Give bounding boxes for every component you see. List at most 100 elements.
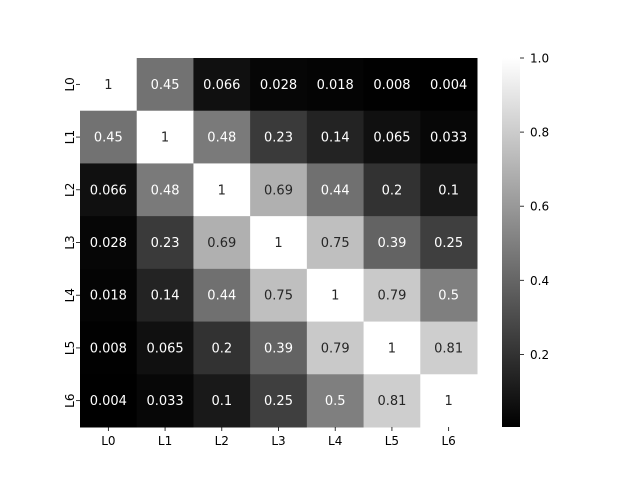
heatmap-cell: [193, 216, 251, 270]
heatmap-cell: [80, 110, 138, 164]
cell-value-label: 1: [104, 78, 112, 93]
y-tick-label: L2: [63, 183, 77, 197]
cell-value-label: 1: [331, 289, 339, 304]
heatmap-cell: [306, 216, 365, 270]
cell-value-label: 1: [161, 131, 169, 146]
y-tick-label: L6: [63, 393, 77, 407]
x-tick-label: L0: [101, 434, 115, 448]
heatmap-cell: [250, 163, 308, 217]
heatmap-cell: [250, 321, 308, 375]
cell-value-label: 1: [274, 236, 282, 251]
cell-value-label: 0.1: [211, 394, 232, 409]
heatmap-cell: [80, 374, 138, 428]
heatmap-cell: [193, 163, 251, 217]
heatmap-cell: [306, 268, 365, 323]
heatmap-cell: [250, 58, 308, 112]
heatmap-cell: [250, 374, 308, 428]
cell-value-label: 0.033: [146, 394, 183, 409]
cell-value-label: 0.028: [260, 78, 297, 93]
heatmap-cell: [363, 110, 421, 164]
heatmap-cell: [250, 110, 308, 164]
cell-value-label: 0.25: [434, 236, 463, 251]
heatmap-cell: [306, 374, 365, 428]
x-axis: L0 L1 L2 L3 L4 L5 L6: [101, 427, 456, 448]
heatmap-cell: [306, 110, 365, 164]
heatmap-cell: [363, 268, 421, 323]
heatmap-cell: [136, 268, 194, 323]
cell-value-label: 0.23: [264, 131, 293, 146]
heatmap-cell: [193, 110, 251, 164]
colorbar-tick-label: 0.4: [530, 274, 549, 288]
colorbar-tick-label: 0.8: [530, 126, 549, 140]
y-axis: L0 L1 L2 L3 L4 L5 L6: [63, 77, 80, 408]
heatmap-cell: [80, 58, 138, 112]
cell-value-label: 0.2: [382, 183, 403, 198]
cell-annotations: 1 0.45 0.066 0.028 0.018 0.008 0.004 0.45 1 0.48 0…: [90, 78, 468, 409]
cell-value-label: 0.033: [430, 131, 467, 146]
cell-value-label: 1: [445, 394, 453, 409]
cell-value-label: 0.5: [438, 289, 459, 304]
heatmap-cell: [420, 268, 478, 323]
heatmap-cell: [193, 268, 251, 323]
y-tick-label: L0: [63, 77, 77, 91]
cell-value-label: 0.065: [146, 341, 183, 356]
cell-value-label: 0.25: [264, 394, 293, 409]
cell-value-label: 0.81: [377, 394, 406, 409]
heatmap-cell: [80, 216, 138, 270]
heatmap-cell: [193, 58, 251, 112]
y-tick-label: L1: [63, 130, 77, 144]
cell-value-label: 0.39: [377, 236, 406, 251]
heatmap-cell: [363, 216, 421, 270]
cell-value-label: 0.14: [151, 289, 180, 304]
cell-value-label: 0.69: [264, 183, 293, 198]
cell-value-label: 0.48: [151, 183, 180, 198]
heatmap-cell: [136, 216, 194, 270]
colorbar-tick-label: 0.2: [530, 348, 549, 362]
heatmap-cell: [306, 321, 365, 375]
cell-value-label: 1: [388, 341, 396, 356]
cell-value-label: 0.008: [90, 341, 127, 356]
cell-value-label: 0.44: [321, 183, 350, 198]
y-tick-label: L3: [63, 235, 77, 249]
cell-value-label: 0.45: [151, 78, 180, 93]
heatmap-cell: [193, 374, 251, 428]
heatmap-cell: [80, 321, 138, 375]
cell-value-label: 0.1: [438, 183, 459, 198]
heatmap-cell: [193, 321, 251, 375]
cell-value-label: 0.23: [151, 236, 180, 251]
cell-value-label: 0.018: [317, 78, 354, 93]
heatmap-cell: [136, 163, 194, 217]
cell-value-label: 0.45: [94, 131, 123, 146]
cell-value-label: 0.81: [434, 341, 463, 356]
heatmap-cell: [136, 58, 194, 112]
heatmap-cell: [420, 163, 478, 217]
heatmap-cell: [363, 374, 421, 428]
heatmap-cell: [80, 268, 138, 323]
heatmap-cell: [306, 58, 365, 112]
heatmap-cell: [420, 58, 478, 112]
cell-value-label: 0.79: [321, 341, 350, 356]
y-tick-label: L5: [63, 341, 77, 355]
cell-value-label: 0.004: [430, 78, 467, 93]
heatmap-cell: [363, 163, 421, 217]
heatmap-cell: [363, 321, 421, 375]
heatmap-cell: [250, 268, 308, 323]
cell-value-label: 0.028: [90, 236, 127, 251]
heatmap-cell: [136, 321, 194, 375]
heatmap-cell: [420, 216, 478, 270]
heatmap-cell: [80, 163, 138, 217]
x-tick-label: L5: [385, 434, 399, 448]
cell-value-label: 1: [218, 183, 226, 198]
cell-value-label: 0.066: [203, 78, 240, 93]
cell-value-label: 0.79: [377, 289, 406, 304]
cell-value-label: 0.065: [373, 131, 410, 146]
x-tick-label: L2: [215, 434, 229, 448]
cell-value-label: 0.69: [207, 236, 236, 251]
cell-value-label: 0.14: [321, 131, 350, 146]
cell-value-label: 0.004: [90, 394, 127, 409]
cell-value-label: 0.75: [321, 236, 350, 251]
heatmap-cell: [420, 321, 478, 375]
cell-value-label: 0.066: [90, 183, 127, 198]
cell-value-label: 0.018: [90, 289, 127, 304]
x-tick-label: L3: [271, 434, 285, 448]
